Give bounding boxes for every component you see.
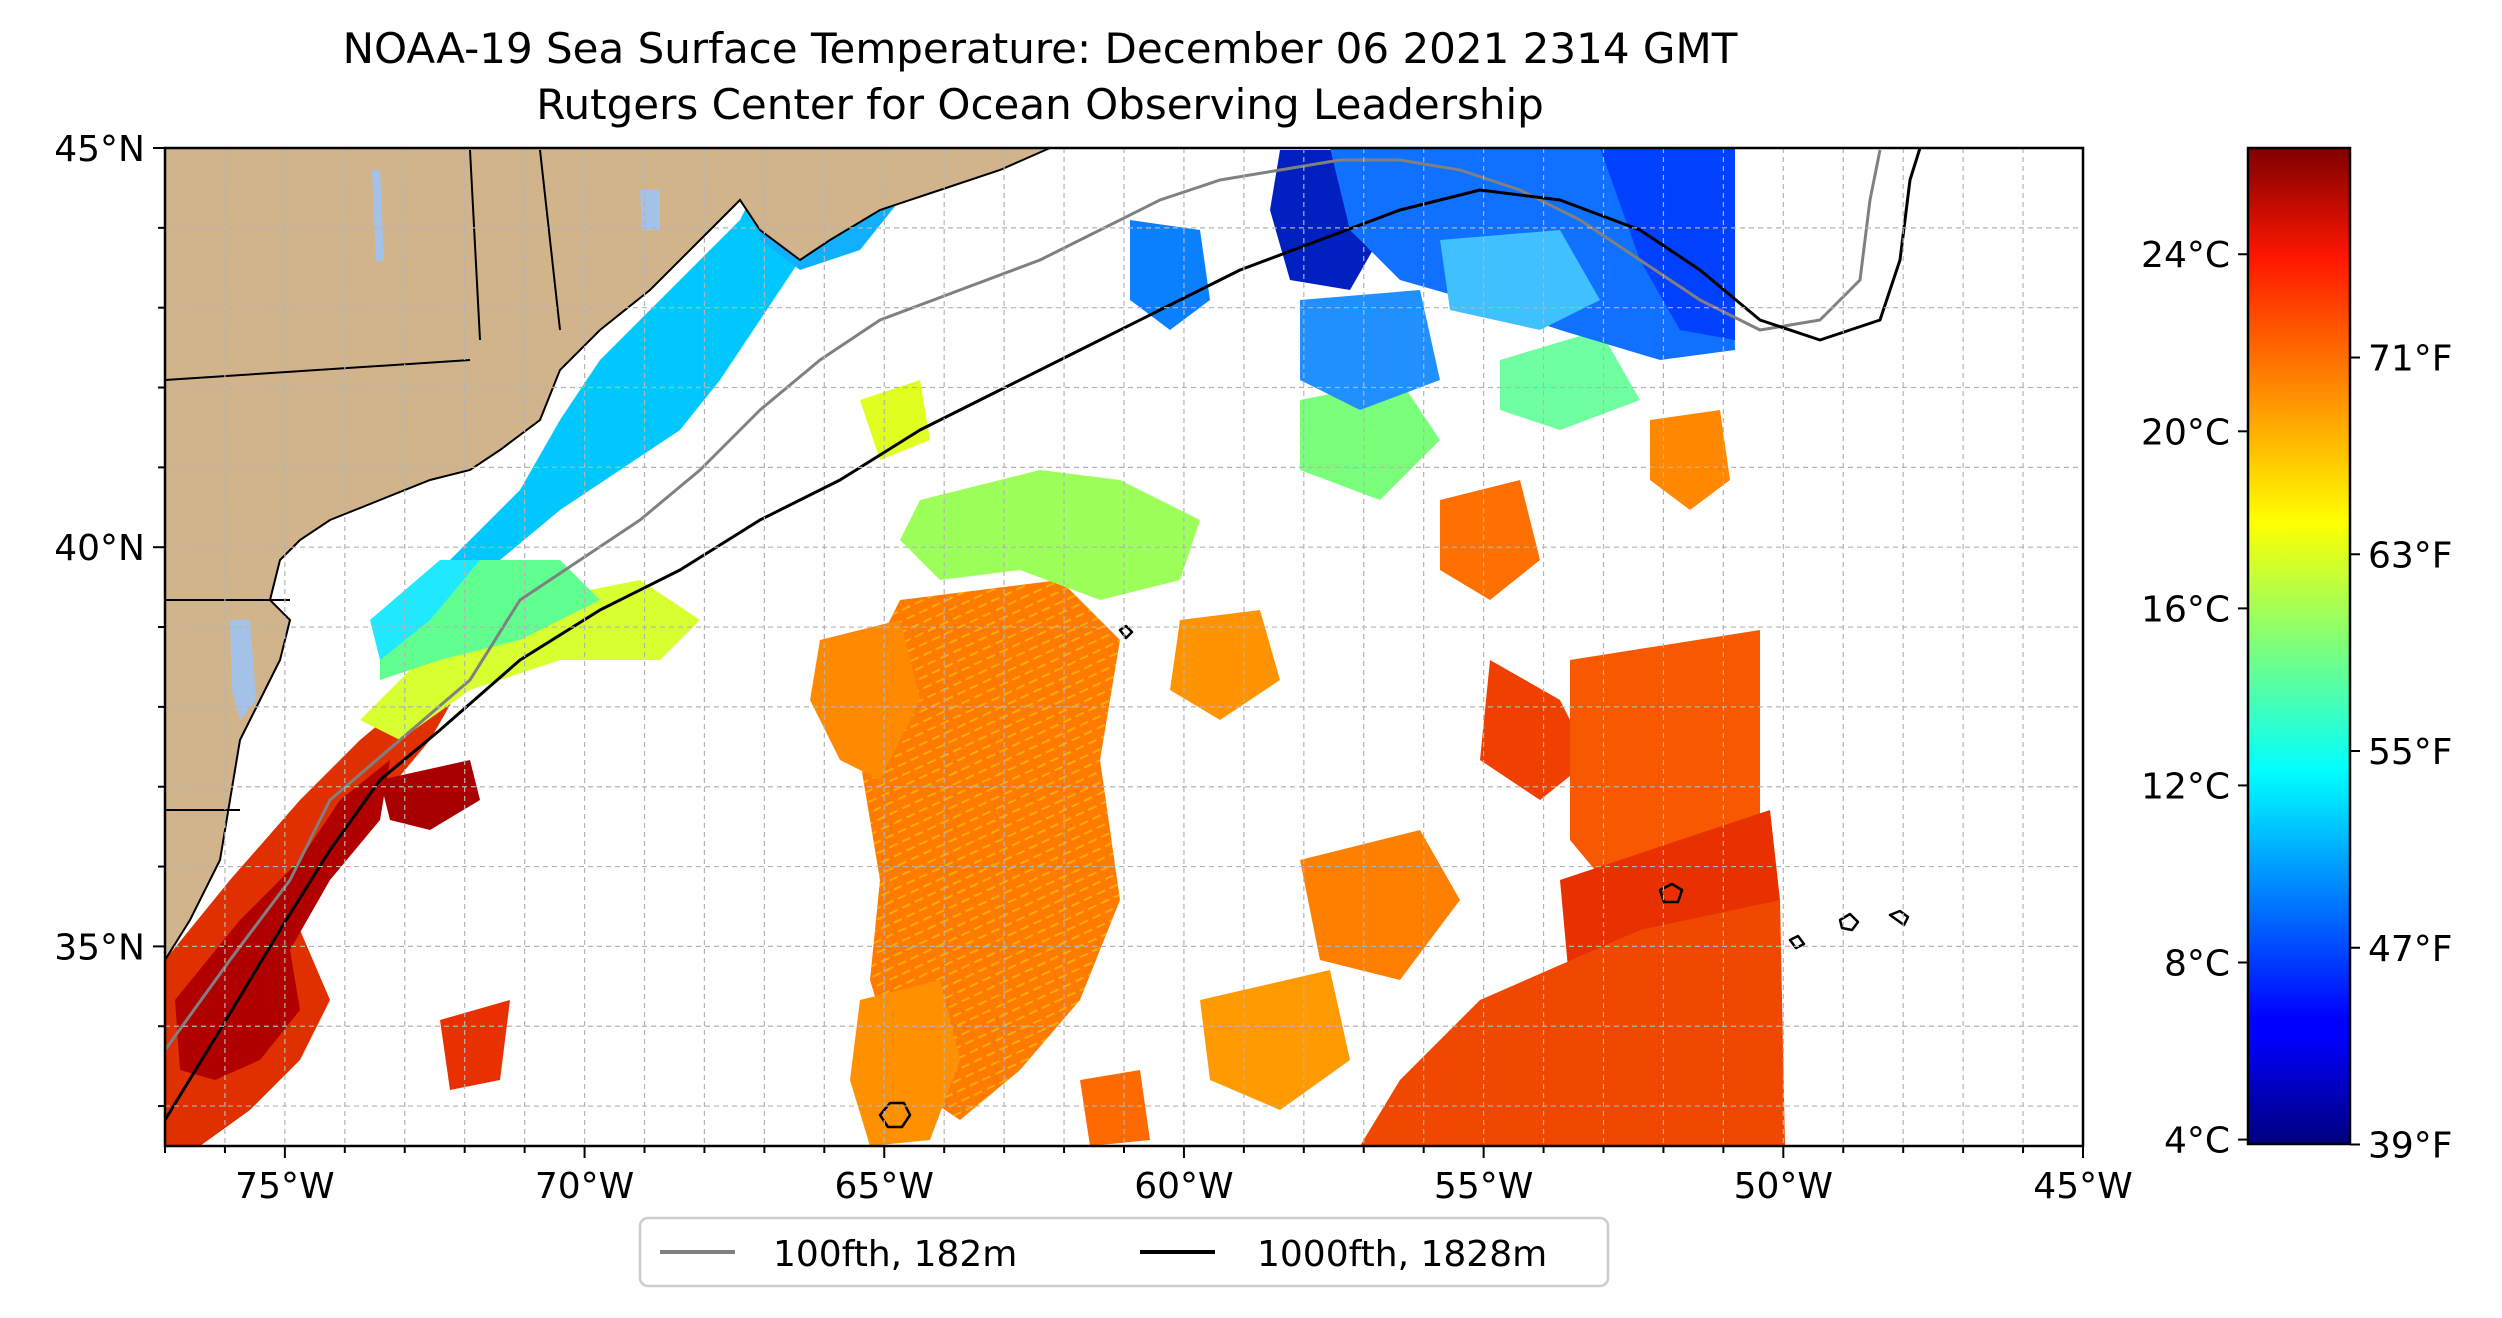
x-axis: 75°W 70°W 65°W 60°W 55°W 50°W 45°W [164, 1146, 2133, 1207]
seamount-4 [1888, 909, 1910, 927]
gridlines [165, 148, 2083, 1146]
x-tick-label: 70°W [535, 1166, 634, 1207]
sst-green-ne [1500, 330, 1640, 430]
legend-box [638, 1216, 1610, 1288]
sst-ne-blue-low [1300, 290, 1440, 410]
land-layer [165, 148, 1051, 962]
sst-mid-orange-2 [1170, 610, 1280, 720]
sst-shelf-cyan [450, 160, 830, 560]
seamount-3 [1838, 912, 1860, 932]
x-tick-label: 65°W [835, 1166, 934, 1207]
cbar-f-label: 39°F [2368, 1125, 2453, 1166]
sst-ne-cyan [1440, 230, 1600, 330]
y-tick-label: 45°N [54, 129, 145, 170]
sst-yellow-north [860, 380, 930, 460]
sst-ne-orange [1650, 410, 1730, 510]
y-tick-label: 40°N [54, 528, 145, 569]
chesapeake-bay [230, 620, 256, 720]
cbar-c-label: 12°C [2141, 766, 2230, 807]
sst-south-orange [850, 980, 960, 1146]
colorbar-celsius-ticks: 24°C 20°C 16°C 12°C 8°C 4°C [2141, 235, 2248, 1162]
cbar-f-label: 71°F [2368, 339, 2453, 380]
y-axis: 45°N 40°N 35°N [54, 129, 165, 1108]
cbar-f-label: 63°F [2368, 535, 2453, 576]
sst-east-red-4 [1360, 900, 1785, 1146]
cbar-c-label: 20°C [2141, 412, 2230, 453]
x-tick-label: 55°W [1434, 1166, 1533, 1207]
legend-label-1000fth: 1000fth, 1828m [1257, 1234, 1547, 1275]
contour-100fth [165, 149, 1882, 1051]
sst-ne-far-blue [1600, 148, 1735, 340]
cbar-f-label: 55°F [2368, 732, 2453, 773]
cbar-f-label: 47°F [2368, 929, 2453, 970]
seamount-1 [878, 1101, 912, 1129]
state-border-vt-nh [469, 149, 481, 341]
sst-mid-orange [1440, 480, 1540, 600]
sst-sw-orange [1080, 1070, 1150, 1146]
sst-west-orange [810, 620, 920, 780]
y-tick-label: 35°N [54, 927, 145, 968]
lake-champlain [372, 170, 384, 262]
state-border-ny-pa [165, 359, 471, 381]
figure-subtitle: Rutgers Center for Ocean Observing Leade… [536, 80, 1544, 129]
cbar-c-label: 16°C [2141, 589, 2230, 630]
seamount-5 [1788, 934, 1806, 950]
figure-title: NOAA-19 Sea Surface Temperature: Decembe… [342, 24, 1738, 73]
sst-east-orange [1300, 830, 1460, 980]
sst-east-red-1 [1480, 660, 1590, 800]
map-area [165, 148, 2083, 1146]
state-border-me-nh [539, 149, 561, 331]
sst-east-orange-2 [1200, 970, 1350, 1110]
sst-warm-layer [165, 410, 1785, 1146]
sst-warm-patch [380, 760, 480, 830]
sst-green-east [1300, 380, 1440, 500]
x-tick-label: 60°W [1134, 1166, 1233, 1207]
cbar-c-label: 24°C [2141, 235, 2230, 276]
colorbar: 24°C 20°C 16°C 12°C 8°C 4°C 71°F 63°F 55°F 47°F 3… [2141, 146, 2453, 1166]
colorbar-fahrenheit-ticks: 71°F 63°F 55°F 47°F 39°F [2350, 339, 2453, 1166]
legend-label-100fth: 100fth, 182m [773, 1234, 1017, 1275]
x-tick-label: 50°W [1734, 1166, 1833, 1207]
sst-scotian-blue [1130, 220, 1210, 330]
cbar-c-label: 4°C [2164, 1121, 2230, 1162]
sst-shelf-cyan-2 [370, 560, 480, 660]
x-tick-label: 75°W [235, 1166, 334, 1207]
sst-green-central [900, 470, 1200, 600]
land-north-america [165, 148, 1051, 962]
x-tick-label: 45°W [2033, 1166, 2132, 1207]
colorbar-gradient [2246, 146, 2352, 1146]
sst-sw-red [440, 1000, 510, 1090]
contour-1000fth [165, 148, 1922, 1121]
cbar-c-label: 8°C [2164, 944, 2230, 985]
lake-moosehead [640, 190, 660, 230]
legend: 100fth, 182m 1000fth, 1828m [638, 1216, 1610, 1288]
